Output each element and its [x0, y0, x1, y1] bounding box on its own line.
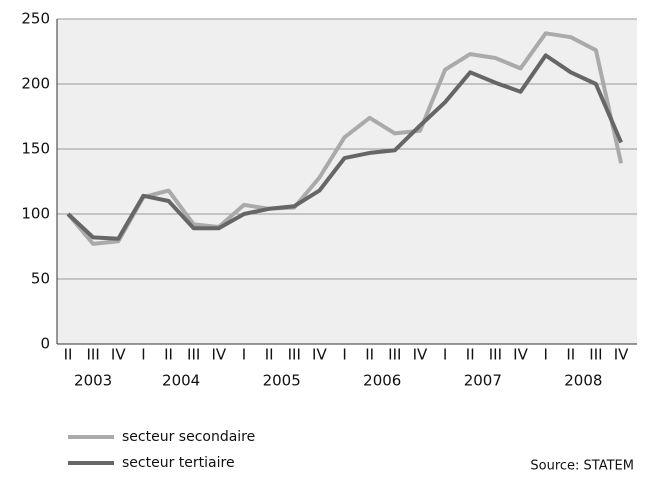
x-tick-label: I — [443, 346, 447, 364]
x-tick-label: II — [265, 346, 274, 364]
x-tick-label: III — [288, 346, 301, 364]
year-label: 2007 — [464, 372, 502, 390]
legend-label: secteur tertiaire — [122, 455, 235, 471]
plot-area — [57, 19, 637, 344]
year-label: 2008 — [564, 372, 602, 390]
x-tick-label: III — [489, 346, 502, 364]
y-tick-label: 0 — [40, 335, 50, 353]
series-line — [66, 31, 624, 246]
x-tick-label: I — [141, 346, 145, 364]
x-tick-label: III — [589, 346, 602, 364]
x-tick-label: IV — [614, 346, 629, 364]
x-tick-label: IV — [111, 346, 126, 364]
x-tick-label: III — [86, 346, 99, 364]
x-tick-label: III — [187, 346, 200, 364]
year-label: 2006 — [363, 372, 401, 390]
source: Source: STATEM — [530, 459, 634, 474]
year-label: 2003 — [74, 372, 112, 390]
x-tick-label: II — [566, 346, 575, 364]
x-tick-label: IV — [413, 346, 428, 364]
y-tick-label: 250 — [21, 10, 50, 28]
x-tick-label: II — [466, 346, 475, 364]
year-label: 2004 — [162, 372, 200, 390]
x-tick-label: I — [242, 346, 246, 364]
x-tick-label: IV — [312, 346, 327, 364]
x-tick-label: I — [342, 346, 346, 364]
y-tick-label: 150 — [21, 140, 50, 158]
x-tick-label: II — [164, 346, 173, 364]
x-tick-label: III — [388, 346, 401, 364]
x-tick-label: II — [365, 346, 374, 364]
y-tick-label: 50 — [31, 270, 50, 288]
x-tick-label: II — [64, 346, 73, 364]
x-tick-label: IV — [211, 346, 226, 364]
x-tick-label: I — [543, 346, 547, 364]
y-tick-label: 200 — [21, 75, 50, 93]
legend-label: secteur secondaire — [122, 429, 255, 445]
x-tick-label: IV — [513, 346, 528, 364]
series-line — [66, 53, 623, 241]
y-tick-label: 100 — [21, 205, 50, 223]
year-label: 2005 — [263, 372, 301, 390]
